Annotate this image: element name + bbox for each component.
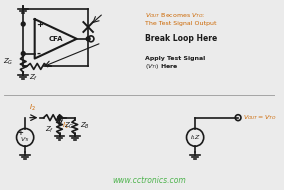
- Text: +: +: [37, 20, 43, 28]
- Text: $Z_G$: $Z_G$: [64, 120, 75, 131]
- Text: $Z_B$: $Z_B$: [80, 120, 89, 131]
- Text: $(V_{TI})$ Here: $(V_{TI})$ Here: [145, 62, 179, 71]
- Text: -: -: [37, 49, 41, 59]
- Text: CFA: CFA: [49, 36, 63, 42]
- Text: $I_2$: $I_2$: [30, 103, 36, 113]
- Text: $V_{OUT} = V_{TO}$: $V_{OUT} = V_{TO}$: [243, 113, 277, 122]
- Circle shape: [58, 116, 61, 120]
- Text: $Z_f$: $Z_f$: [29, 72, 38, 82]
- Text: $V_{OUT}$ Becomes $V_{TO}$:: $V_{OUT}$ Becomes $V_{TO}$:: [145, 11, 206, 20]
- Circle shape: [21, 22, 25, 26]
- Text: $I_1Z$: $I_1Z$: [189, 133, 201, 142]
- Text: www.cctronics.com: www.cctronics.com: [112, 176, 186, 185]
- Circle shape: [21, 52, 25, 56]
- Text: $Z_G$: $Z_G$: [3, 56, 14, 67]
- Text: +: +: [17, 130, 23, 136]
- Text: The Test Signal Output: The Test Signal Output: [145, 21, 217, 26]
- Text: $V_{TI}$: $V_{TI}$: [20, 135, 30, 144]
- Circle shape: [86, 37, 90, 41]
- Text: Break Loop Here: Break Loop Here: [145, 34, 218, 43]
- Text: Apply Test Signal: Apply Test Signal: [145, 56, 206, 61]
- Text: $Z_f$: $Z_f$: [45, 125, 55, 135]
- Text: $I_1$: $I_1$: [62, 120, 69, 131]
